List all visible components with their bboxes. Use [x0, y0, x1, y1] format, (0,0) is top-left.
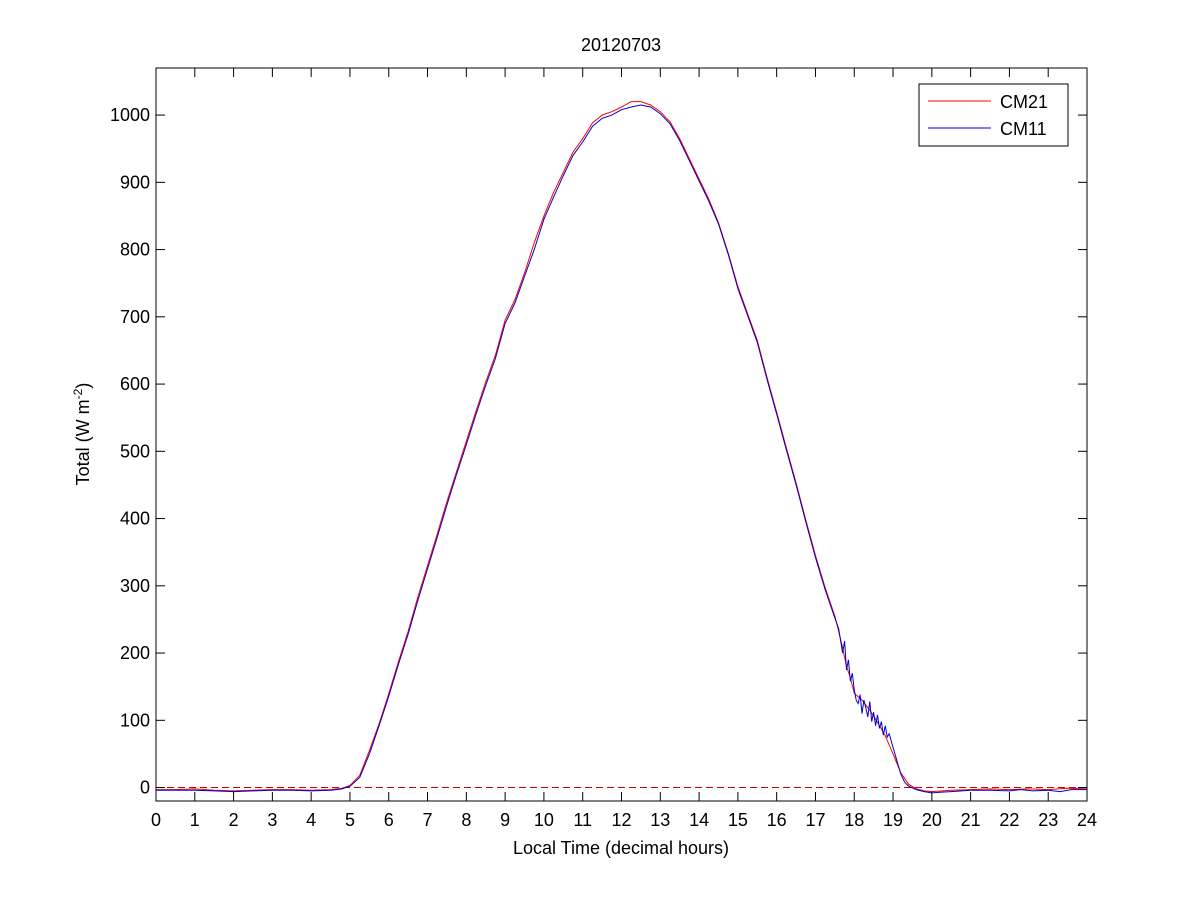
series-line-cm21: [156, 101, 1088, 793]
x-tick-label: 22: [999, 810, 1019, 830]
chart-title: 20120703: [581, 35, 661, 55]
plot-area: [155, 67, 1088, 802]
legend-label-cm11: CM11: [1000, 119, 1047, 139]
y-tick-label: 300: [120, 576, 150, 596]
series-group: [156, 101, 1088, 794]
x-tick-label: 6: [384, 810, 394, 830]
legend-label-cm21: CM21: [1000, 92, 1048, 112]
series-line-cm11: [156, 104, 1087, 794]
x-tick-label: 2: [229, 810, 239, 830]
x-tick-label: 12: [611, 810, 631, 830]
y-axis-label-close: ): [73, 383, 93, 389]
y-tick-label: 600: [120, 374, 150, 394]
x-tick-label: 9: [500, 810, 510, 830]
x-tick-label: 14: [689, 810, 709, 830]
x-tick-label: 18: [844, 810, 864, 830]
y-axis-label-exponent: -2: [71, 388, 85, 399]
x-axis-ticks: 0 1 2 3 4 5 6 7 8 9 10 11 12 13 14 15 16 17 18 19 20 21 22 23 24: [151, 68, 1097, 830]
x-tick-label: 11: [573, 810, 592, 830]
y-tick-label: 200: [120, 643, 150, 663]
y-tick-label: 100: [120, 710, 150, 730]
x-tick-label: 10: [534, 810, 554, 830]
y-tick-label: 800: [120, 240, 150, 260]
y-tick-label: 900: [120, 172, 150, 192]
x-tick-label: 21: [961, 810, 981, 830]
x-tick-label: 8: [461, 810, 471, 830]
x-tick-label: 0: [151, 810, 161, 830]
x-tick-label: 17: [805, 810, 825, 830]
legend-box: [918, 83, 1069, 147]
y-axis-label-text: Total (W m: [73, 399, 93, 485]
x-tick-label: 7: [423, 810, 433, 830]
x-tick-label: 16: [767, 810, 787, 830]
y-tick-label: 1000: [110, 105, 150, 125]
y-tick-label: 500: [120, 441, 150, 461]
x-tick-label: 15: [728, 810, 748, 830]
legend: CM21 CM11: [918, 83, 1069, 147]
y-tick-label: 400: [120, 509, 150, 529]
x-tick-label: 20: [922, 810, 942, 830]
x-tick-label: 4: [306, 810, 316, 830]
y-axis-ticks: 0 100 200 300 400 500 600 700 800 900 1000: [110, 105, 1087, 798]
x-tick-label: 13: [650, 810, 670, 830]
x-tick-label: 23: [1038, 810, 1058, 830]
y-axis-label: Total (W m-2): [71, 383, 93, 486]
x-tick-label: 24: [1077, 810, 1097, 830]
x-tick-label: 19: [883, 810, 903, 830]
x-tick-label: 1: [190, 810, 200, 830]
y-tick-label: 0: [140, 778, 150, 798]
y-tick-label: 700: [120, 307, 150, 327]
x-axis-label: Local Time (decimal hours): [513, 838, 729, 858]
x-tick-label: 5: [345, 810, 355, 830]
x-tick-label: 3: [267, 810, 277, 830]
